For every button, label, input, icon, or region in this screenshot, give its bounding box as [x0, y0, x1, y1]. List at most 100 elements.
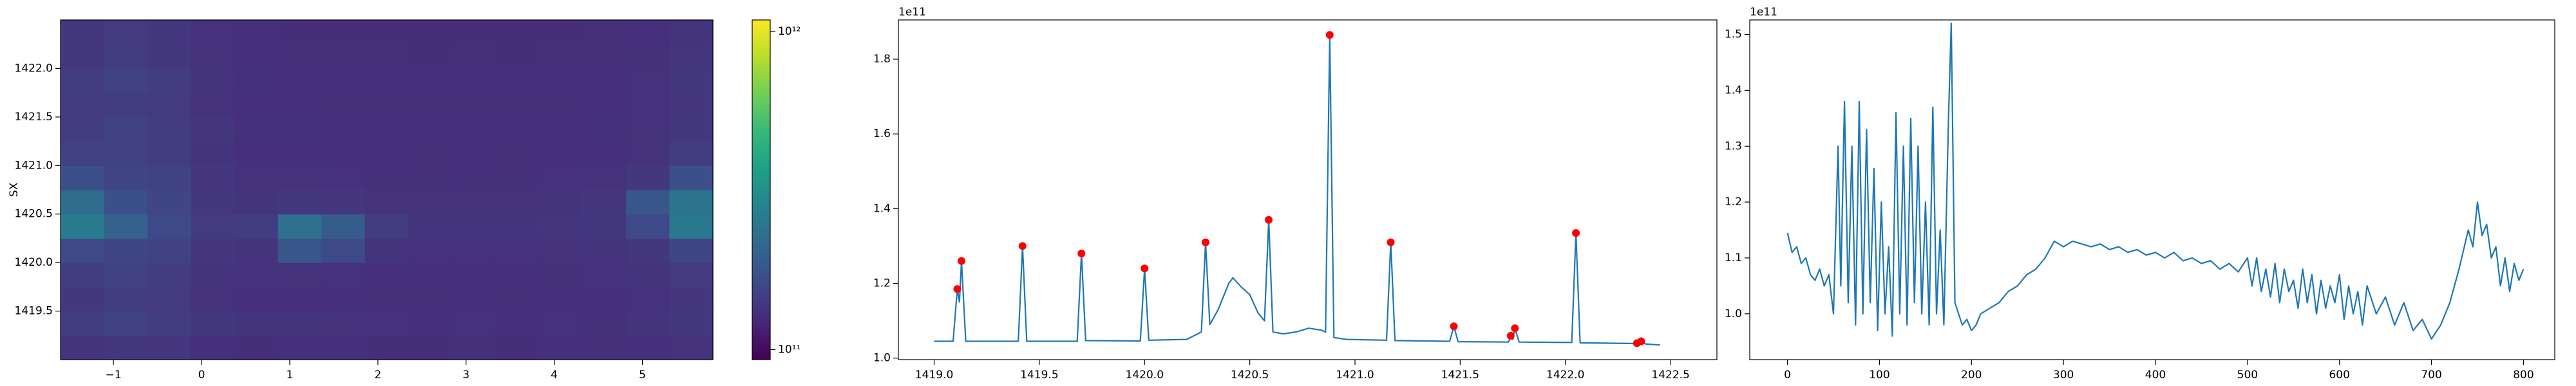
- heatmap-cell: [234, 214, 279, 239]
- heatmap-cell: [408, 68, 453, 93]
- heatmap-cell: [321, 141, 366, 166]
- heatmap-cell: [538, 165, 583, 190]
- heatmap-cell: [538, 20, 583, 45]
- heatmap-cell: [191, 44, 235, 69]
- heatmap-cell: [582, 116, 627, 142]
- y-tick-label: 1419.5: [15, 305, 53, 318]
- heatmap-cell: [408, 116, 453, 142]
- heatmap-cell: [321, 238, 366, 263]
- heatmap-cell: [61, 335, 105, 360]
- heatmap-cell: [147, 68, 192, 93]
- heatmap-cell: [365, 20, 409, 45]
- heatmap-cell: [495, 190, 540, 215]
- heatmap-cell: [495, 116, 540, 142]
- heatmap-cell: [365, 165, 409, 190]
- heatmap-cell: [495, 141, 540, 166]
- heatmap-cell: [495, 165, 540, 190]
- heatmap-cell: [408, 286, 453, 312]
- heatmap-cell: [61, 68, 105, 93]
- heatmap-cell: [538, 190, 583, 215]
- heatmap-cell: [191, 165, 235, 190]
- heatmap-cell: [191, 335, 235, 360]
- heatmap-cell: [191, 93, 235, 118]
- heatmap-cell: [104, 44, 148, 69]
- x-tick-label: 0: [198, 369, 205, 381]
- heatmap-cell: [104, 68, 148, 93]
- heatmap-cell: [104, 238, 148, 263]
- heatmap-cell: [451, 238, 496, 263]
- heatmap-cell: [582, 311, 627, 336]
- heatmap-cell: [669, 93, 714, 118]
- heatmap-cell: [669, 165, 714, 190]
- heatmap-cell: [61, 262, 105, 288]
- heatmap-cell: [234, 44, 279, 69]
- heatmap-cell: [451, 44, 496, 69]
- axes-frame: [1749, 19, 2555, 360]
- heatmap-cell: [61, 20, 105, 45]
- heatmap-cell: [191, 238, 235, 263]
- y-tick-label: 1420.0: [15, 256, 53, 269]
- heatmap-cell: [538, 311, 583, 336]
- heatmap-cell: [495, 262, 540, 288]
- heatmap-cell: [582, 262, 627, 288]
- heatmap-cell: [104, 286, 148, 312]
- heatmap-cell: [234, 190, 279, 215]
- offset-text: 1e11: [898, 6, 926, 19]
- heatmap-cell: [278, 165, 322, 190]
- heatmap-cell: [582, 238, 627, 263]
- heatmap-cell: [147, 20, 192, 45]
- peak-marker: [958, 257, 966, 265]
- heatmap-cell: [538, 68, 583, 93]
- heatmap-cell: [408, 238, 453, 263]
- x-tick-label: 500: [2237, 369, 2258, 381]
- heatmap-cell: [321, 116, 366, 142]
- heatmap-cell: [669, 141, 714, 166]
- heatmap-cell: [451, 116, 496, 142]
- heatmap-cell: [191, 68, 235, 93]
- heatmap-cell: [365, 141, 409, 166]
- heatmap-cell: [104, 214, 148, 239]
- heatmap-cell: [104, 190, 148, 215]
- y-tick-label: 1.2: [1725, 196, 1742, 208]
- heatmap-cell: [61, 238, 105, 263]
- heatmap-cell: [582, 286, 627, 312]
- heatmap-cell: [365, 93, 409, 118]
- heatmap-cell: [104, 262, 148, 288]
- heatmap-cell: [408, 311, 453, 336]
- heatmap-cell: [451, 165, 496, 190]
- heatmap-cell: [625, 190, 670, 215]
- peak-marker: [1325, 31, 1334, 39]
- heatmap-cell: [234, 165, 279, 190]
- heatmap-cell: [278, 311, 322, 336]
- x-tick-label: 300: [2053, 369, 2074, 381]
- heatmap-cell: [451, 286, 496, 312]
- y-tick-label: 1.0: [873, 352, 891, 365]
- heatmap-cell: [147, 190, 192, 215]
- x-tick-label: 5: [639, 369, 646, 381]
- y-tick-label: 1.6: [873, 127, 891, 140]
- heatmap-cell: [234, 141, 279, 166]
- heatmap-cell: [408, 20, 453, 45]
- x-tick-label: 700: [2421, 369, 2441, 381]
- heatmap-cell: [538, 335, 583, 360]
- heatmap-cell: [451, 214, 496, 239]
- heatmap-cell: [234, 238, 279, 263]
- heatmap-cell: [147, 238, 192, 263]
- heatmap-cell: [408, 141, 453, 166]
- heatmap-cell: [538, 214, 583, 239]
- heatmap-cell: [147, 44, 192, 69]
- heatmap-cell: [104, 20, 148, 45]
- peak-marker: [1511, 324, 1519, 333]
- heatmap-cell: [495, 335, 540, 360]
- offset-text: 1e11: [1750, 6, 1777, 19]
- peak-marker: [1077, 250, 1086, 258]
- heatmap-cell: [669, 44, 714, 69]
- heatmap-cell: [321, 93, 366, 118]
- heatmap-cell: [61, 311, 105, 336]
- heatmap-cell: [147, 165, 192, 190]
- heatmap-cell: [625, 116, 670, 142]
- heatmap-cell: [191, 286, 235, 312]
- x-tick-label: 1421.0: [1336, 369, 1374, 381]
- y-tick-label: 1422.0: [15, 62, 53, 75]
- heatmap-cell: [365, 262, 409, 288]
